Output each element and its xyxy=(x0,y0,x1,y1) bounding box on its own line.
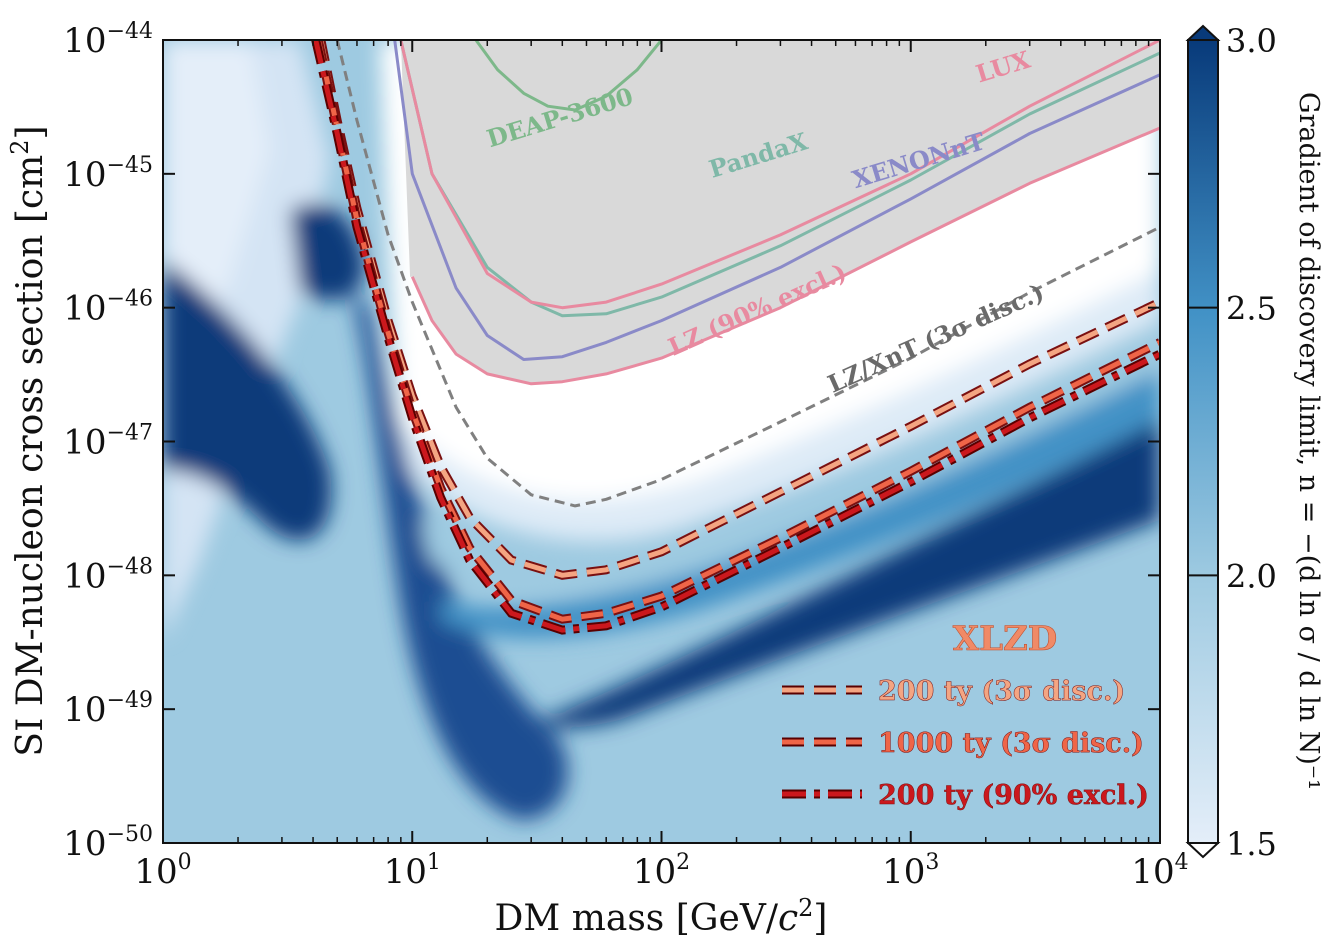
colorbar-tick-label: 3.0 xyxy=(1226,22,1277,60)
colorbar-tick-label: 2.0 xyxy=(1226,557,1277,595)
contour-region-3 xyxy=(163,260,332,541)
legend-title: XLZD xyxy=(953,619,1058,659)
x-tick-label: 103 xyxy=(882,850,939,892)
series-lz-90-excl xyxy=(410,126,1160,386)
legend-label: 1000 ty (3σ disc.) xyxy=(878,728,1144,759)
series-layer xyxy=(311,40,1160,635)
y-tick-label: 10−48 xyxy=(63,554,153,596)
y-axis-label: SI DM-nucleon cross section [cm2] xyxy=(6,125,51,756)
colorbar: 1.5 2.0 2.5 3.0 Gradient of discovery limit… xyxy=(1185,22,1324,863)
series-xenonnt xyxy=(393,40,1160,361)
x-tick-label: 101 xyxy=(384,850,441,892)
y-tick-label: 10−50 xyxy=(63,822,153,864)
excluded-region xyxy=(400,40,1160,384)
colorbar-tick-label: 2.5 xyxy=(1226,290,1277,328)
y-tick-label: 10−45 xyxy=(63,153,153,195)
series-lux xyxy=(399,40,1160,310)
x-tick-label: 102 xyxy=(633,850,690,892)
legend-entries: 200 ty (3σ disc.) 1000 ty (3σ disc.) 200 t… xyxy=(782,676,1149,811)
y-tick-label: 10−49 xyxy=(63,688,153,730)
x-axis-label: DM mass [GeV/c2] xyxy=(495,894,828,939)
axis-ticks: 100 101 102 103 104 10−44 10−45 10−46 10−47 10−48… xyxy=(63,19,1188,892)
legend-label: 200 ty (90% excl.) xyxy=(878,780,1149,811)
excluded-region-fill xyxy=(400,40,1160,384)
series-200-ty-90-excl xyxy=(313,40,1160,633)
legend: XLZD 200 ty (3σ disc.) 1000 ty (3σ disc.)… xyxy=(782,619,1149,811)
colorbar-extend-bottom xyxy=(1185,842,1221,859)
legend-label: 200 ty (3σ disc.) xyxy=(878,676,1125,707)
colorbar-extend-top xyxy=(1185,24,1221,41)
series-lz-xnt-3-disc xyxy=(335,40,1160,508)
series-pandax xyxy=(399,40,1160,318)
contour-region-4 xyxy=(290,203,365,301)
series-deap-3600 xyxy=(474,40,663,112)
contour-region-9 xyxy=(400,270,1160,541)
contour-region-5 xyxy=(350,290,568,820)
y-tick-label: 10−44 xyxy=(63,19,153,61)
y-tick-label: 10−47 xyxy=(63,421,153,463)
colorbar-tick-label: 1.5 xyxy=(1226,825,1277,863)
colorbar-ticks: 1.5 2.0 2.5 3.0 xyxy=(1188,22,1277,863)
colorbar-body xyxy=(1187,39,1219,844)
x-tick-label: 100 xyxy=(134,850,191,892)
x-tick-label: 104 xyxy=(1131,850,1188,892)
colorbar-label: Gradient of discovery limit, n = −(d ln … xyxy=(1293,92,1324,790)
y-tick-label: 10−46 xyxy=(63,287,153,329)
contour-region-6 xyxy=(540,420,1160,728)
